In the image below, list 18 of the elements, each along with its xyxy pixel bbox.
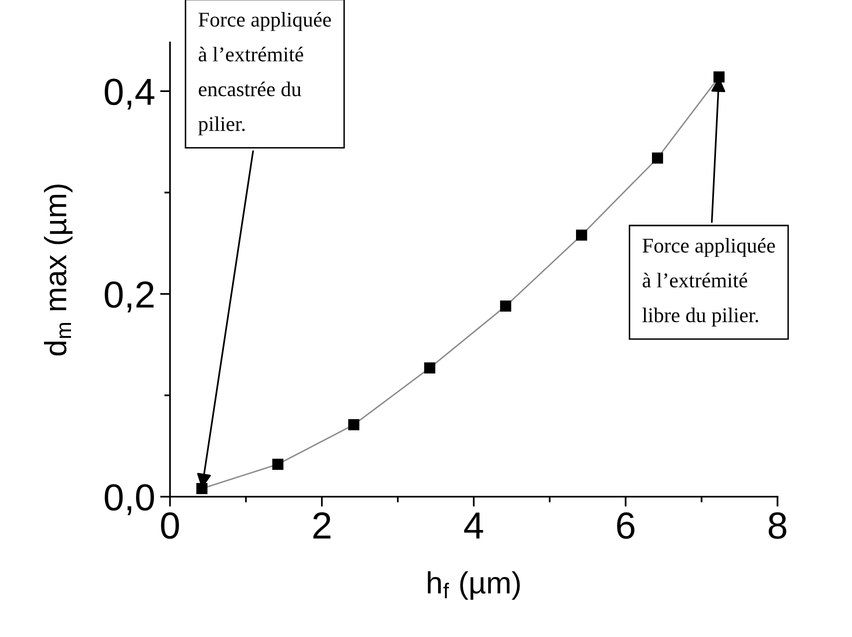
y-axis-title: d$_{m}$ max (µm) [44, 184, 72, 356]
annotation: Force appliquée à l’extrémité encastrée du pilier. [198, 12, 331, 136]
point [652, 152, 664, 164]
x-tick-label: 6 [617, 512, 634, 539]
x-tick-label: 4 [464, 512, 484, 538]
y-tick-label: 0,2 [104, 281, 154, 312]
x-axis-title: h$_{f}$ (µm) [428, 571, 520, 600]
point [500, 300, 512, 312]
annotation: Force appliquée à l’extrémité libre du pilier. [642, 238, 775, 327]
point [424, 362, 436, 374]
point [576, 230, 588, 241]
x-tick-label: 8 [768, 512, 786, 539]
x-tick-label: 0 [161, 512, 179, 539]
point [348, 419, 360, 430]
y-tick-label: 0,0 [104, 484, 154, 516]
point [272, 458, 284, 470]
y-tick-label: 0,4 [104, 78, 154, 110]
x-tick-label: 2 [313, 512, 330, 538]
